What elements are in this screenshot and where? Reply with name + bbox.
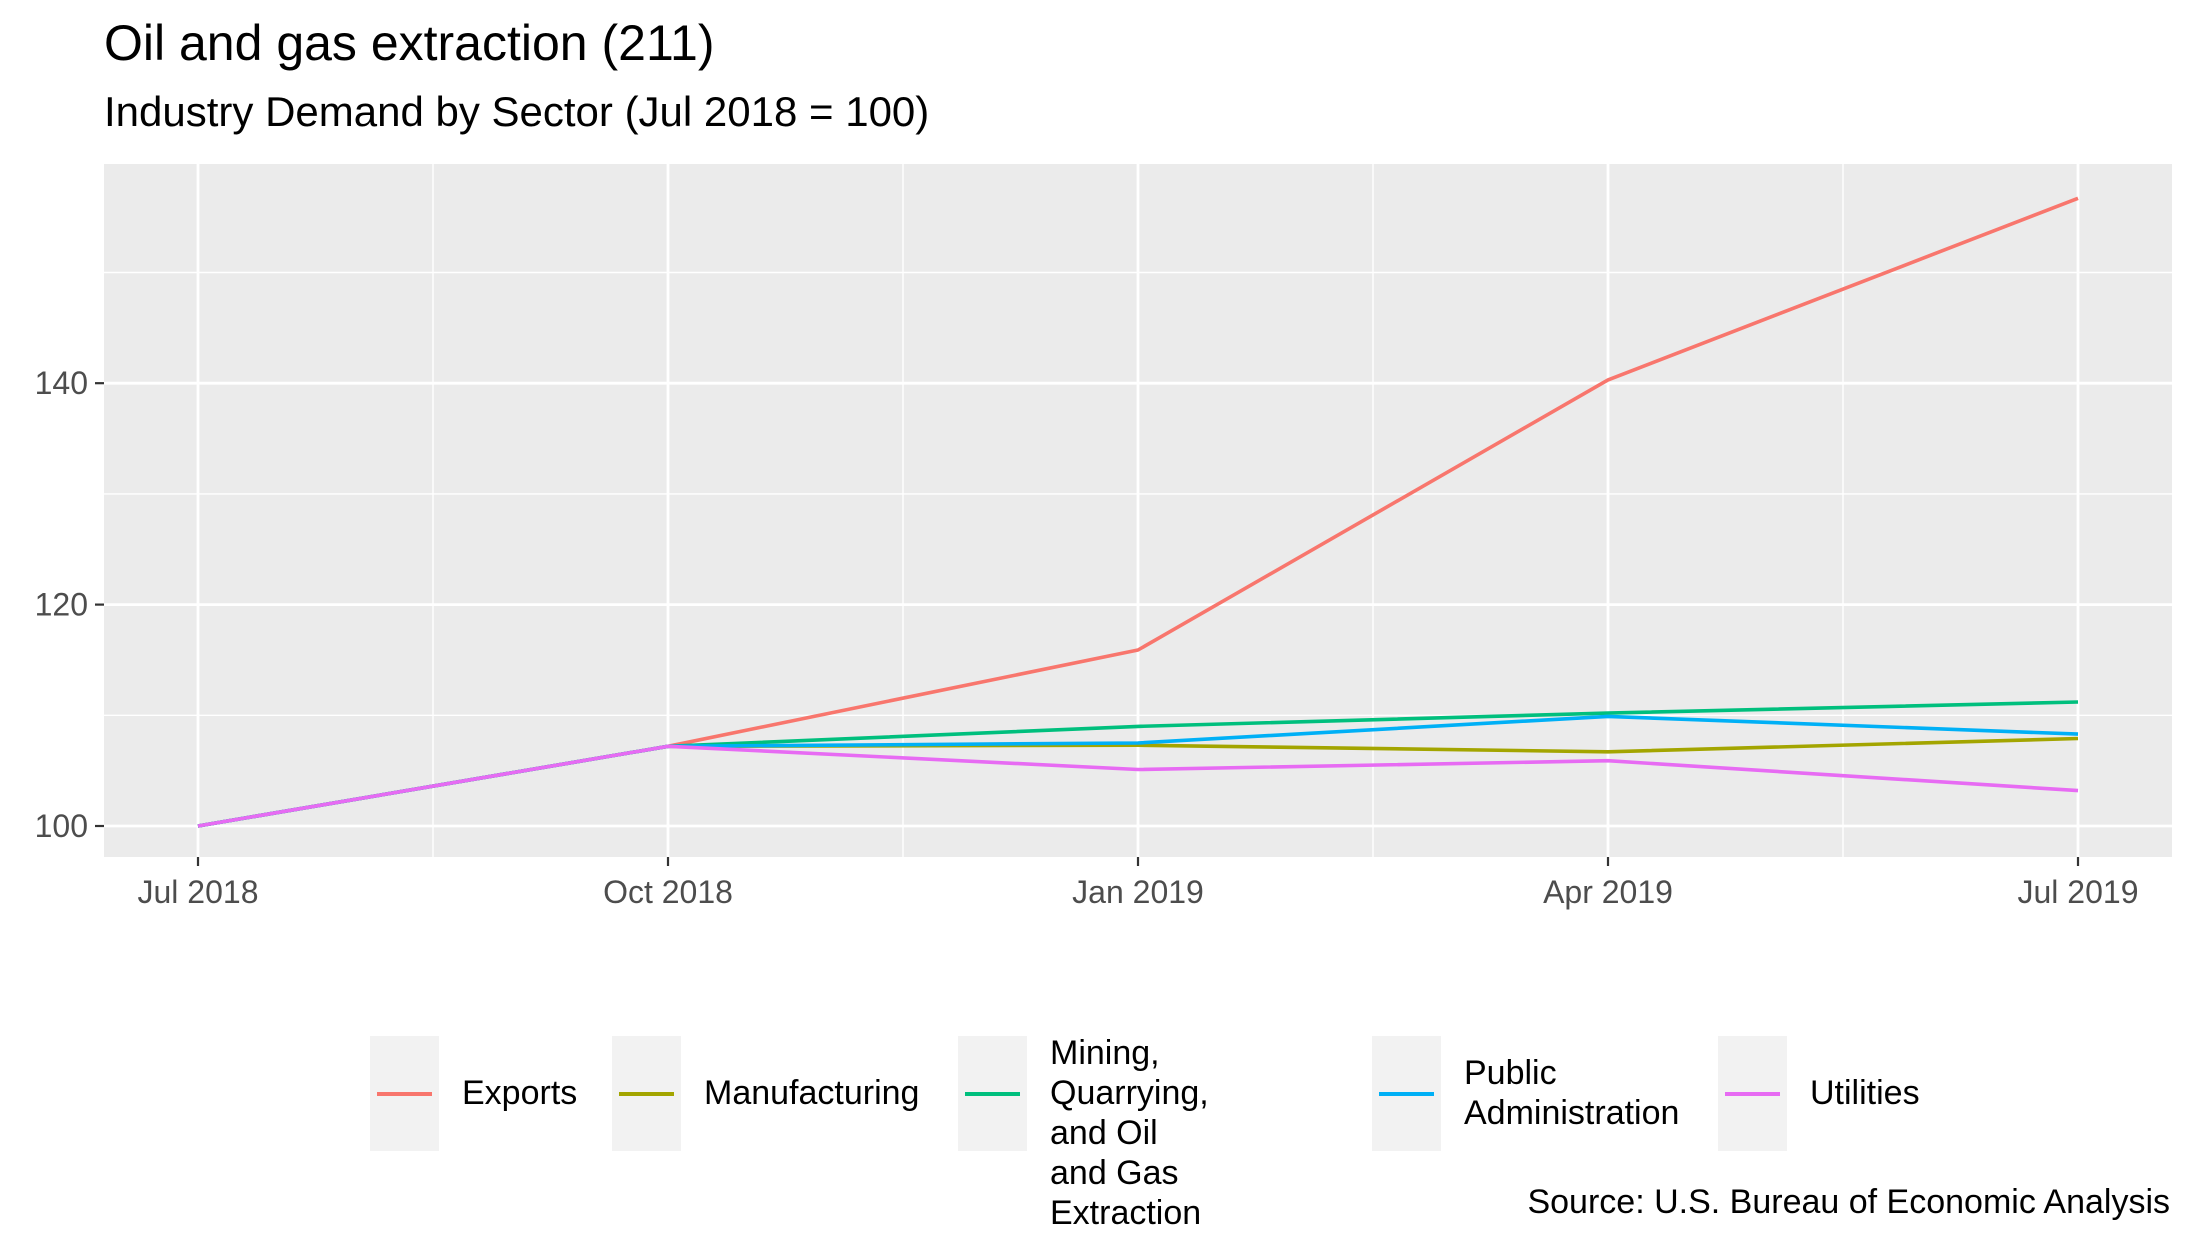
y-tick-label: 140 bbox=[35, 365, 88, 401]
legend-key bbox=[370, 1036, 439, 1151]
x-tick-label: Apr 2019 bbox=[1543, 874, 1673, 910]
legend-label: Manufacturing bbox=[704, 1074, 920, 1112]
legend-key bbox=[1372, 1036, 1441, 1151]
x-tick-label: Jul 2018 bbox=[138, 874, 259, 910]
y-tick-label: 120 bbox=[35, 587, 88, 623]
x-tick-label: Oct 2018 bbox=[603, 874, 733, 910]
legend-label: Public Administration bbox=[1464, 1054, 1680, 1132]
source-caption: Source: U.S. Bureau of Economic Analysis bbox=[1527, 1183, 2170, 1221]
x-tick-label: Jan 2019 bbox=[1072, 874, 1204, 910]
y-tick-label: 100 bbox=[35, 808, 88, 844]
legend-swatch bbox=[377, 1092, 432, 1096]
legend-key bbox=[958, 1036, 1027, 1151]
chart-title: Oil and gas extraction (211) bbox=[104, 15, 715, 71]
legend-label: Exports bbox=[462, 1074, 578, 1112]
legend-swatch bbox=[965, 1092, 1020, 1096]
legend-swatch bbox=[619, 1092, 674, 1096]
series-line-utilities bbox=[197, 744, 2079, 828]
x-tick-label: Jul 2019 bbox=[2018, 874, 2139, 910]
legend-label: Utilities bbox=[1810, 1074, 1920, 1112]
legend-key bbox=[612, 1036, 681, 1151]
legend-label: Mining, Quarrying, and Oil and Gas Extra… bbox=[1050, 1034, 1209, 1232]
chart-legend: Exports Manufacturing Mining, Quarrying, a… bbox=[0, 1034, 2187, 1232]
line-chart: 100 120 140 Jul 2018 Oct 2018 Jan 2019 Apr 201… bbox=[35, 164, 2172, 910]
legend-swatch bbox=[1379, 1092, 1434, 1096]
legend-key bbox=[1718, 1036, 1787, 1151]
legend-swatch bbox=[1725, 1092, 1780, 1096]
chart-subtitle: Industry Demand by Sector (Jul 2018 = 10… bbox=[104, 88, 930, 135]
